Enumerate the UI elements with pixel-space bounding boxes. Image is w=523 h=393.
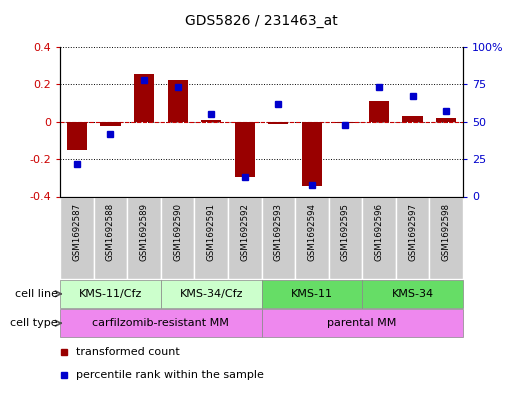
Text: cell type: cell type: [10, 318, 58, 328]
Bar: [94, 196, 127, 279]
Bar: [228, 196, 262, 279]
Bar: [167, 80, 188, 122]
Text: transformed count: transformed count: [76, 347, 180, 357]
Text: KMS-34/Cfz: KMS-34/Cfz: [179, 289, 243, 299]
Bar: [262, 280, 362, 308]
Text: GSM1692595: GSM1692595: [341, 203, 350, 261]
Bar: [268, 122, 288, 124]
Text: KMS-11/Cfz: KMS-11/Cfz: [79, 289, 142, 299]
Text: KMS-11: KMS-11: [291, 289, 333, 299]
Text: GSM1692587: GSM1692587: [72, 203, 82, 261]
Bar: [262, 196, 295, 279]
Text: GDS5826 / 231463_at: GDS5826 / 231463_at: [185, 14, 338, 28]
Bar: [362, 280, 463, 308]
Text: GSM1692589: GSM1692589: [140, 203, 149, 261]
Bar: [60, 280, 161, 308]
Text: GSM1692591: GSM1692591: [207, 203, 215, 261]
Text: GSM1692590: GSM1692590: [173, 203, 182, 261]
Text: cell line: cell line: [15, 289, 58, 299]
Text: GSM1692597: GSM1692597: [408, 203, 417, 261]
Bar: [429, 196, 463, 279]
Bar: [134, 74, 154, 122]
Text: GSM1692598: GSM1692598: [441, 203, 451, 261]
Bar: [235, 122, 255, 177]
Text: carfilzomib-resistant MM: carfilzomib-resistant MM: [93, 318, 229, 328]
Text: GSM1692594: GSM1692594: [308, 203, 316, 261]
Bar: [127, 196, 161, 279]
Bar: [195, 196, 228, 279]
Text: GSM1692588: GSM1692588: [106, 203, 115, 261]
Bar: [436, 118, 456, 122]
Bar: [262, 309, 463, 337]
Text: percentile rank within the sample: percentile rank within the sample: [76, 370, 264, 380]
Text: KMS-34: KMS-34: [391, 289, 434, 299]
Bar: [60, 196, 94, 279]
Text: parental MM: parental MM: [327, 318, 397, 328]
Bar: [100, 122, 121, 125]
Text: GSM1692592: GSM1692592: [240, 203, 249, 261]
Bar: [396, 196, 429, 279]
Bar: [369, 101, 389, 122]
Bar: [60, 309, 262, 337]
Bar: [67, 122, 87, 150]
Bar: [161, 280, 262, 308]
Bar: [302, 122, 322, 186]
Bar: [403, 116, 423, 122]
Bar: [328, 196, 362, 279]
Bar: [335, 122, 356, 123]
Bar: [362, 196, 396, 279]
Bar: [201, 120, 221, 122]
Text: GSM1692596: GSM1692596: [374, 203, 383, 261]
Text: GSM1692593: GSM1692593: [274, 203, 283, 261]
Bar: [161, 196, 195, 279]
Bar: [295, 196, 328, 279]
